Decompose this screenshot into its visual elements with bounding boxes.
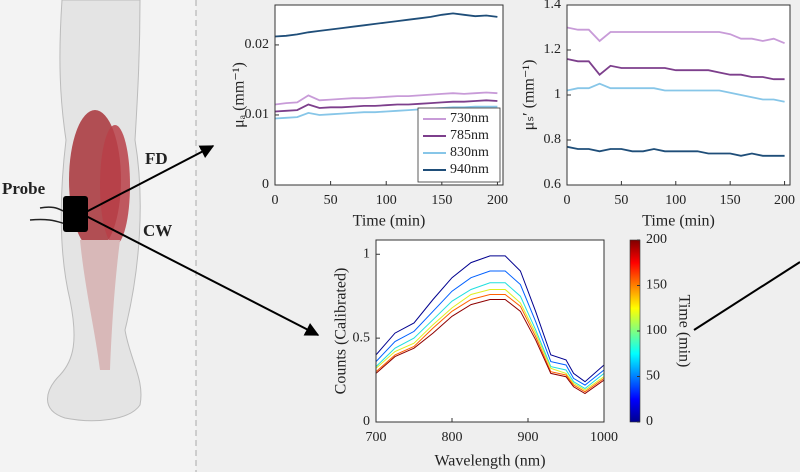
- x-tick-label: 200: [774, 193, 795, 208]
- colorbar-tick-label: 0: [646, 414, 653, 429]
- y-tick-label: 0.8: [544, 132, 562, 147]
- y-tick-label: 0.6: [544, 177, 562, 192]
- colorbar-tick-label: 200: [646, 232, 667, 247]
- legend-label: 940nm: [450, 162, 489, 177]
- y-tick-label: 0: [262, 177, 269, 192]
- fd-arrow: [85, 145, 215, 213]
- leg-illustration: [29, 0, 142, 422]
- plot-area: [567, 5, 790, 185]
- x-tick-label: 900: [518, 430, 539, 445]
- legend-label: 730nm: [450, 111, 489, 126]
- x-tick-label: 50: [324, 193, 338, 208]
- x-tick-label: 0: [272, 193, 279, 208]
- cw-label: CW: [143, 221, 172, 240]
- series-line: [275, 12, 498, 38]
- y-tick-label: 0: [363, 414, 370, 429]
- series-line: [376, 270, 604, 386]
- cw-arrow: [85, 215, 320, 336]
- x-tick-label: 0: [564, 193, 571, 208]
- series-line: [567, 58, 785, 81]
- y-axis-label: Counts (Calibrated): [333, 268, 350, 395]
- y-tick-label: 1: [554, 87, 561, 102]
- x-axis-label: Time (min): [353, 213, 426, 230]
- series-line: [376, 294, 604, 393]
- series-line: [567, 82, 785, 103]
- colorbar-tick-label: 50: [646, 369, 660, 384]
- x-tick-label: 150: [720, 193, 741, 208]
- colorbar-label: Time (min): [675, 295, 692, 368]
- series-line: [275, 105, 498, 120]
- y-axis-label: μₐ (mm⁻¹): [231, 62, 248, 128]
- probe-label: Probe: [2, 179, 46, 198]
- colorbar-tick-label: 100: [646, 323, 667, 338]
- y-tick-label: 1: [363, 246, 370, 261]
- axes-frame: [375, 239, 605, 423]
- connector: [693, 261, 800, 331]
- y-axis-label: μₛ′ (mm⁻¹): [521, 60, 538, 131]
- series-line: [376, 282, 604, 390]
- y-tick-label: 1.2: [544, 42, 562, 57]
- colorbar-tick-label: 150: [646, 278, 667, 293]
- x-tick-label: 150: [431, 193, 452, 208]
- x-axis-label: Time (min): [642, 213, 715, 230]
- y-tick-label: 0.5: [353, 330, 371, 345]
- x-axis-label: Wavelength (nm): [434, 453, 545, 470]
- series-line: [376, 299, 604, 395]
- x-tick-label: 200: [487, 193, 508, 208]
- legend-label: 830nm: [450, 145, 489, 160]
- x-tick-label: 100: [665, 193, 686, 208]
- x-tick-label: 100: [376, 193, 397, 208]
- series-line: [376, 289, 604, 391]
- fd-label: FD: [145, 149, 168, 168]
- axes-frame: [274, 4, 504, 186]
- y-tick-label: 1.4: [544, 0, 562, 12]
- y-tick-label: 0.01: [245, 107, 270, 122]
- x-tick-label: 50: [614, 193, 628, 208]
- series-line: [567, 26, 785, 45]
- series-line: [376, 255, 604, 383]
- x-tick-label: 1000: [590, 430, 618, 445]
- series-line: [567, 145, 785, 157]
- series-line: [275, 91, 498, 106]
- x-tick-label: 700: [366, 430, 387, 445]
- legend-label: 785nm: [450, 128, 489, 143]
- series-line: [275, 99, 498, 113]
- x-tick-label: 800: [442, 430, 463, 445]
- y-tick-label: 0.02: [245, 37, 270, 52]
- plot-area: [376, 240, 604, 422]
